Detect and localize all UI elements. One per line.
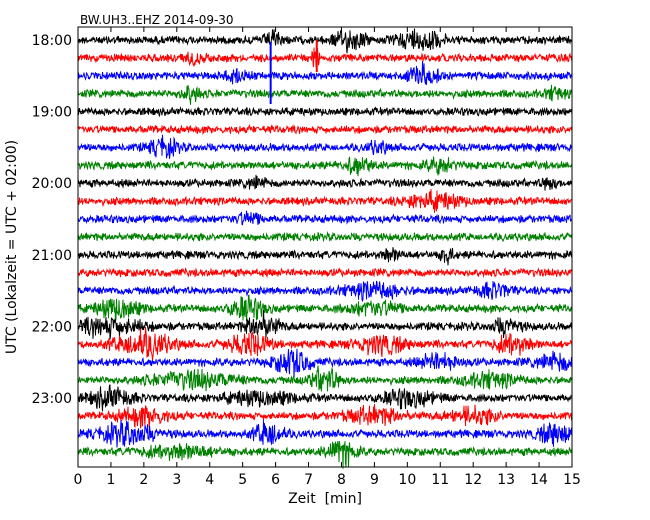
- plot-frame: [77, 26, 573, 468]
- y-tick-label: 20:00: [32, 176, 72, 192]
- trace-line: [77, 384, 573, 412]
- x-tick-label: 14: [530, 472, 548, 488]
- x-tick-label: 15: [563, 472, 581, 488]
- y-tick-label: 19:00: [32, 105, 72, 121]
- x-tick-label: 6: [271, 472, 280, 488]
- x-tick-label: 3: [172, 472, 181, 488]
- x-tick-label: 5: [238, 472, 247, 488]
- x-tick-label: 8: [337, 472, 346, 488]
- x-axis: 0 1 2 3 4 5 6 7 8 9 10 11 12 13 14 15: [74, 27, 581, 488]
- x-tick-label: 1: [106, 472, 115, 488]
- seismic-traces: [77, 28, 573, 469]
- trace-line: [77, 47, 573, 68]
- y-tick-label: 22:00: [32, 319, 72, 335]
- trace-line: [77, 123, 573, 136]
- trace-line: [77, 134, 573, 159]
- trace-line: [77, 210, 573, 226]
- trace-line: [77, 189, 573, 213]
- x-tick-label: 7: [304, 472, 313, 488]
- trace-line: [77, 310, 573, 340]
- trace-line: [77, 61, 573, 85]
- x-axis-label: Zeit [min]: [288, 491, 362, 507]
- trace-line: [77, 106, 573, 118]
- trace-line: [77, 280, 573, 303]
- chart-title: BW.UH3..EHZ 2014-09-30: [80, 13, 234, 27]
- y-axis-label: UTC (Lokalzeit = UTC + 02:00): [4, 140, 20, 354]
- trace-line: [77, 294, 573, 322]
- trace-line: [77, 419, 573, 448]
- x-tick-label: 2: [139, 472, 148, 488]
- trace-line: [77, 441, 573, 469]
- x-tick-label: 9: [370, 472, 379, 488]
- trace-line: [77, 266, 573, 279]
- x-tick-label: 12: [464, 472, 482, 488]
- y-tick-label: 21:00: [32, 248, 72, 264]
- trace-line: [77, 327, 573, 361]
- trace-line: [77, 365, 573, 392]
- trace-line: [77, 28, 573, 54]
- y-tick-label: 18:00: [32, 33, 72, 49]
- trace-line: [77, 403, 573, 429]
- x-tick-label: 11: [431, 472, 449, 488]
- trace-line: [77, 84, 573, 105]
- x-tick-label: 4: [205, 472, 214, 488]
- x-tick-label: 10: [398, 472, 416, 488]
- trace-line: [77, 348, 573, 379]
- trace-line: [77, 174, 573, 191]
- y-axis: 18:00 19:00 20:00 21:00 22:00 23:00: [32, 33, 572, 407]
- x-tick-label: 0: [74, 472, 83, 488]
- y-tick-label: 23:00: [32, 391, 72, 407]
- x-tick-label: 13: [497, 472, 515, 488]
- trace-line: [77, 230, 573, 243]
- trace-line: [77, 247, 573, 266]
- trace-line: [77, 156, 573, 177]
